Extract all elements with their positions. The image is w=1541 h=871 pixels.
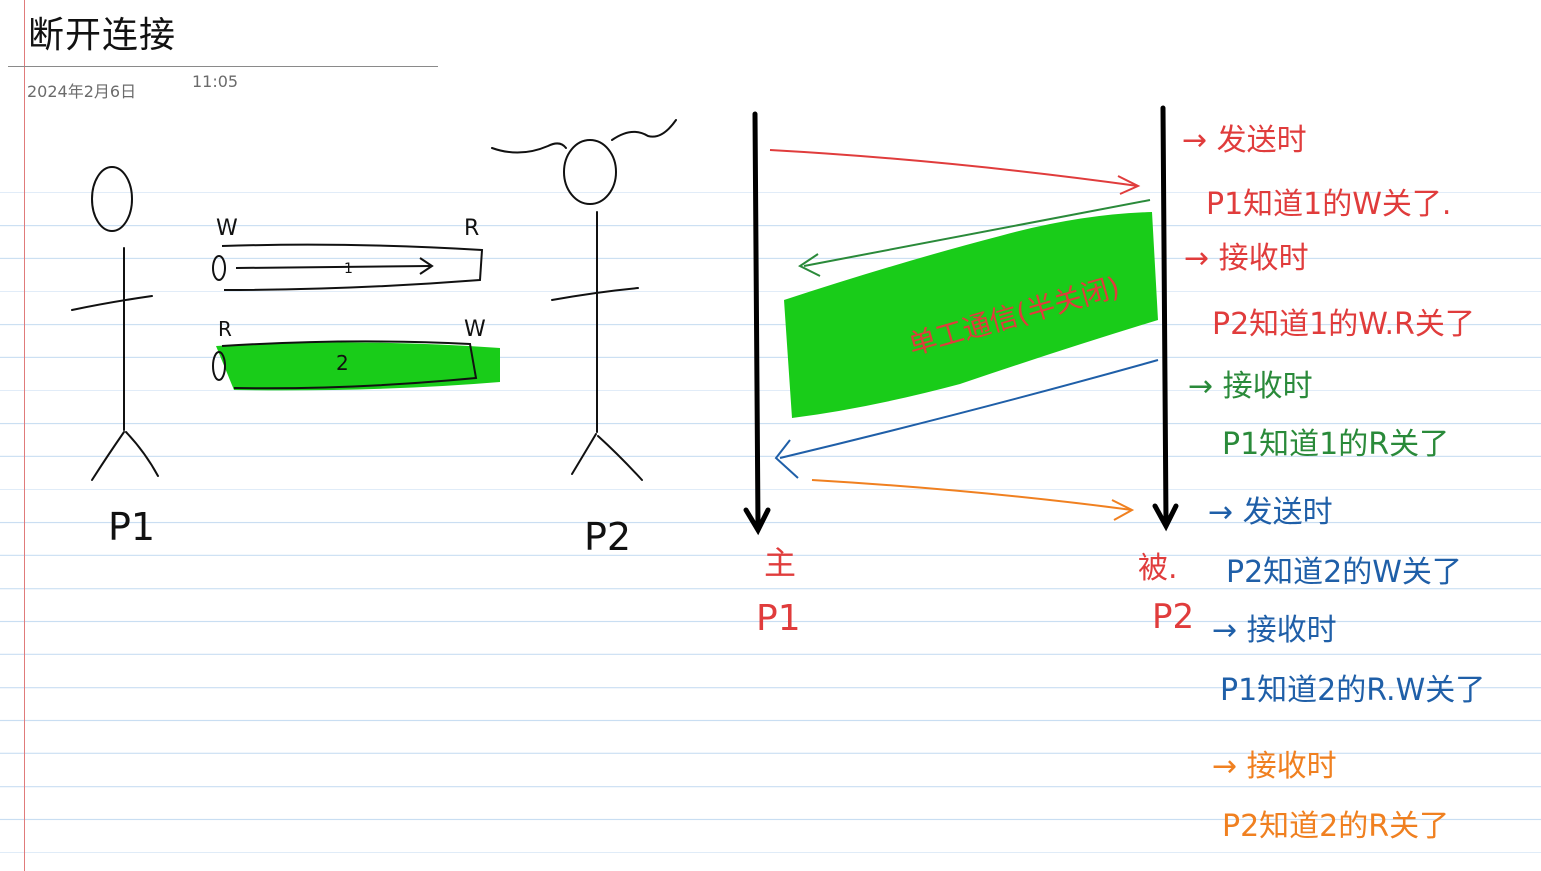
- note-6: → 接收时 P2知道2的R关了: [1212, 749, 1449, 844]
- pipe-1: [212, 243, 484, 291]
- note-2-line-2: P2知道1的W.R关了: [1212, 307, 1475, 342]
- page-time: 11:05: [192, 72, 239, 91]
- note-6-line-2: P2知道2的R关了: [1222, 809, 1449, 844]
- right-axis-top-label: 被.: [1138, 551, 1178, 586]
- note-1: → 发送时 P1知道1的W关了.: [1182, 123, 1451, 222]
- left-axis-top-label: 主: [764, 544, 796, 582]
- note-1-line-2: P1知道1的W关了.: [1206, 187, 1451, 222]
- page-title[interactable]: 断开连接: [28, 15, 177, 56]
- pipe-2: [212, 340, 478, 390]
- pipe-2-number: 2: [336, 351, 349, 375]
- note-5-line-2: P1知道2的R.W关了: [1220, 673, 1485, 708]
- note-3-line-2: P1知道1的R关了: [1222, 427, 1449, 462]
- note-5: → 接收时 P1知道2的R.W关了: [1212, 613, 1485, 708]
- pipe-2-highlight: [216, 342, 500, 391]
- header-area: [0, 0, 1541, 190]
- note-3: → 接收时 P1知道1的R关了: [1188, 369, 1449, 462]
- pipe-1-right-end: R: [464, 216, 479, 241]
- note-2: → 接收时 P2知道1的W.R关了: [1184, 241, 1475, 342]
- orange-message-arrow: [811, 479, 1135, 521]
- person-1-label: P1: [108, 505, 155, 549]
- note-5-line-1: → 接收时: [1212, 613, 1337, 648]
- pipe-1-left-end: W: [216, 216, 238, 241]
- stick-figure-p2: [491, 119, 677, 481]
- timeline-highlight: [784, 212, 1158, 418]
- right-axis-bottom-label: P2: [1152, 597, 1194, 637]
- note-6-line-1: → 接收时: [1212, 749, 1337, 784]
- note-4-line-2: P2知道2的W关了: [1226, 555, 1462, 590]
- green-message-arrow: [798, 199, 1151, 277]
- left-axis-arrow: [743, 111, 771, 536]
- red-message-arrow: [769, 149, 1141, 195]
- note-1-line-1: → 发送时: [1182, 123, 1307, 158]
- page-date: 2024年2月6日: [27, 82, 137, 101]
- title-underline: [8, 66, 438, 67]
- pipe-2-right-end: W: [464, 317, 486, 342]
- blue-message-arrow: [774, 359, 1159, 479]
- note-4: → 发送时 P2知道2的W关了: [1208, 495, 1462, 590]
- stick-figure-p1: [71, 166, 159, 481]
- pipe-1-number: 1: [344, 261, 353, 277]
- person-2-label: P2: [584, 515, 631, 559]
- note-4-line-1: → 发送时: [1208, 495, 1333, 530]
- pipe-2-left-end: R: [218, 317, 232, 341]
- left-axis-bottom-label: P1: [756, 598, 801, 639]
- page-margin-line: [24, 0, 25, 871]
- note-3-line-1: → 接收时: [1188, 369, 1313, 404]
- note-2-line-1: → 接收时: [1184, 241, 1309, 276]
- right-axis-arrow: [1152, 105, 1179, 532]
